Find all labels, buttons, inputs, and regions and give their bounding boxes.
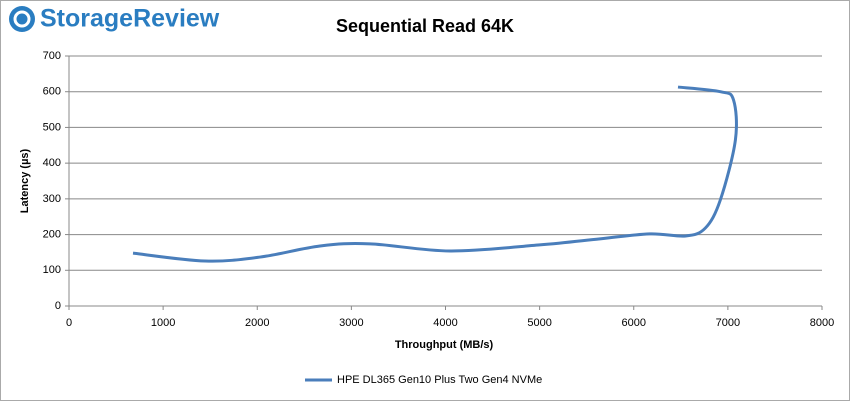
y-tick-label: 0 bbox=[55, 300, 61, 312]
chart-title: Sequential Read 64K bbox=[336, 16, 514, 36]
x-axis-label: Throughput (MB/s) bbox=[395, 339, 494, 351]
x-tick-label: 7000 bbox=[716, 317, 740, 329]
y-tick-label: 400 bbox=[43, 157, 61, 169]
y-tick-label: 500 bbox=[43, 121, 61, 133]
x-tick-label: 6000 bbox=[622, 317, 646, 329]
x-tick-label: 0 bbox=[66, 317, 72, 329]
y-axis-label: Latency (µs) bbox=[19, 148, 31, 213]
x-tick-label: 8000 bbox=[810, 317, 834, 329]
series-line bbox=[132, 85, 738, 263]
logo-icon bbox=[9, 6, 35, 32]
logo: StorageReview bbox=[9, 5, 220, 33]
x-tick-label: 2000 bbox=[245, 317, 269, 329]
y-tick-label: 100 bbox=[43, 264, 61, 276]
x-tick-label: 4000 bbox=[433, 317, 457, 329]
x-tick-label: 5000 bbox=[527, 317, 551, 329]
x-tick-label: 3000 bbox=[339, 317, 363, 329]
y-tick-label: 600 bbox=[43, 86, 61, 98]
logo-icon-ring bbox=[13, 10, 31, 28]
x-tick-label: 1000 bbox=[151, 317, 175, 329]
legend-label: HPE DL365 Gen10 Plus Two Gen4 NVMe bbox=[337, 374, 542, 386]
y-tick-label: 200 bbox=[43, 228, 61, 240]
y-tick-label: 700 bbox=[43, 50, 61, 62]
logo-text: StorageReview bbox=[40, 5, 220, 33]
y-tick-label: 300 bbox=[43, 193, 61, 205]
